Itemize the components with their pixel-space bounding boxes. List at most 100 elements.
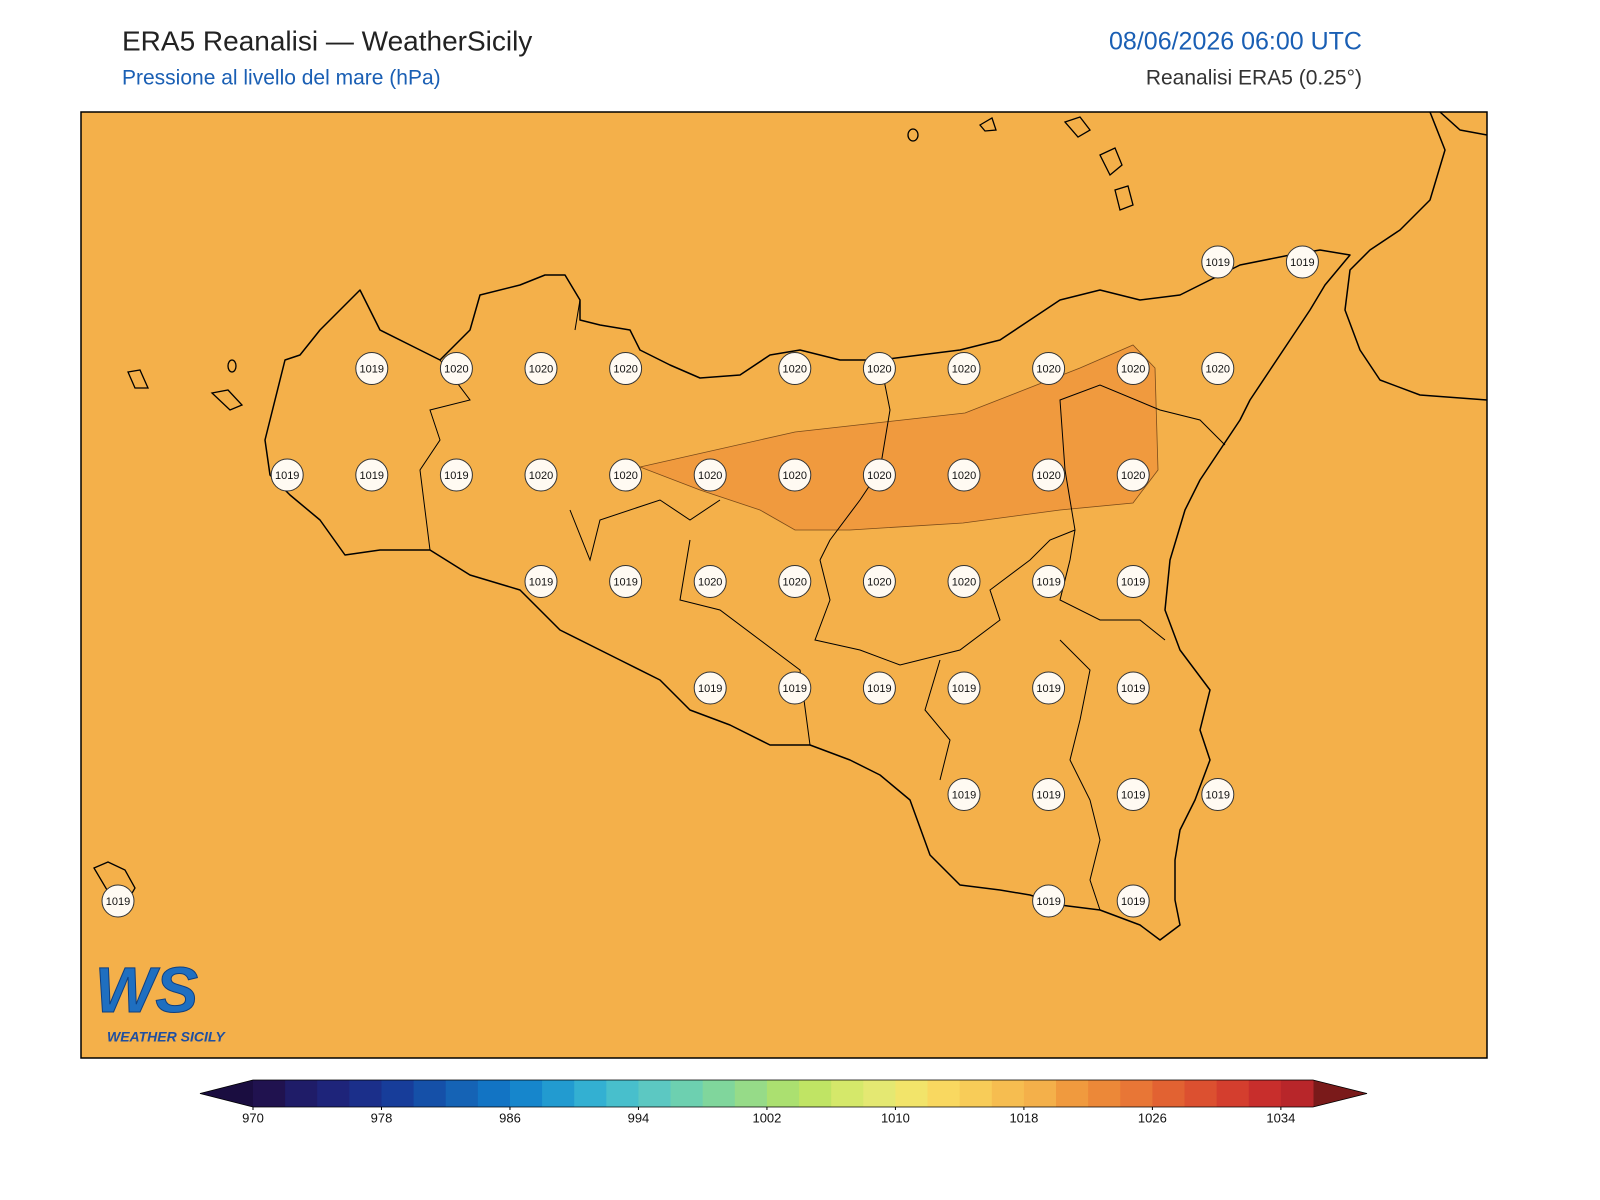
station-value: 1019 [1036, 576, 1060, 588]
station-value: 1019 [360, 363, 384, 375]
colorbar-tick-label: 1018 [1009, 1110, 1038, 1125]
station-marker [778, 565, 812, 598]
colorbar-swatch [1120, 1080, 1153, 1107]
colorbar-swatch [477, 1080, 511, 1107]
station-value: 1020 [613, 470, 637, 482]
station-marker [862, 458, 896, 492]
station-marker [862, 352, 896, 385]
station-marker [1032, 565, 1066, 598]
station-value: 1019 [1036, 896, 1060, 908]
colorbar-tick-label: 1010 [881, 1110, 910, 1125]
islands [93, 116, 1134, 901]
station-value: 1020 [444, 363, 468, 375]
coastline [264, 249, 1351, 941]
colorbar: 970 978 986 994 1002 1010 1018 1026 1034 [199, 1079, 1368, 1125]
colorbar-swatch [509, 1080, 543, 1107]
station-value: 1019 [1290, 257, 1314, 269]
station-marker [524, 458, 558, 492]
colorbar-swatch [991, 1080, 1025, 1107]
colorbar-swatch [831, 1080, 864, 1107]
station-marker [439, 352, 473, 385]
logo-mark: WS [95, 954, 198, 1026]
station-value: 1019 [613, 576, 637, 588]
colorbar-tick-label: 1002 [752, 1110, 781, 1125]
colorbar-swatch [606, 1080, 639, 1107]
colorbar-outline [199, 1079, 1368, 1108]
station-marker [1201, 245, 1235, 279]
logo-name: WEATHER SICILY [107, 1029, 226, 1045]
station-marker [1201, 778, 1235, 811]
station-value: 1019 [1121, 896, 1145, 908]
source: Reanalisi ERA5 (0.25°) [1146, 67, 1362, 90]
station-marker [355, 352, 389, 385]
colorbar-swatch [734, 1080, 768, 1107]
colorbar-swatch [638, 1080, 672, 1107]
station-marker [609, 565, 643, 598]
station-marker [947, 458, 981, 492]
colorbar-tick-label: 1026 [1138, 1110, 1167, 1125]
colorbar-swatch [895, 1080, 929, 1107]
station-marker [1116, 565, 1150, 598]
station-marker [1032, 884, 1066, 918]
station-marker [947, 671, 981, 705]
station-value: 1019 [867, 683, 891, 695]
station-value: 1020 [867, 576, 891, 588]
station-value: 1020 [698, 470, 722, 482]
station-value: 1019 [1206, 789, 1230, 801]
station-marker [609, 352, 643, 385]
station-value: 1019 [1121, 576, 1145, 588]
station-value: 1019 [698, 683, 722, 695]
station-marker [1032, 352, 1066, 385]
station-value: 1020 [698, 576, 722, 588]
colorbar-swatch [445, 1080, 479, 1107]
station-marker [609, 458, 643, 492]
datetime: 08/06/2026 06:00 UTC [1109, 28, 1362, 56]
station-value: 1019 [783, 683, 807, 695]
station-value: 1020 [952, 576, 976, 588]
station-value: 1020 [952, 470, 976, 482]
colorbar-swatch [959, 1080, 993, 1107]
station-marker [862, 671, 896, 705]
colorbar-swatch [413, 1080, 447, 1107]
station-value: 1020 [613, 363, 637, 375]
station-marker [1032, 671, 1066, 705]
colorbar-swatch [1088, 1080, 1121, 1107]
station-marker [947, 352, 981, 385]
station-value: 1019 [106, 896, 130, 908]
station-marker [947, 778, 981, 811]
station-marker [778, 671, 812, 705]
station-value: 1020 [783, 470, 807, 482]
station-marker [1285, 245, 1319, 279]
station-value: 1019 [1121, 789, 1145, 801]
station-marker [862, 565, 896, 598]
station-value: 1020 [529, 363, 553, 375]
map-frame [80, 111, 1488, 1059]
colorbar-tick-label: 986 [499, 1110, 521, 1125]
station-value: 1019 [275, 470, 299, 482]
colorbar-tick-label: 970 [242, 1110, 264, 1125]
colorbar-tick-label: 994 [628, 1110, 650, 1125]
calabria-coast [1344, 111, 1488, 401]
station-marker [778, 458, 812, 492]
colorbar-swatch [574, 1080, 607, 1107]
station-marker [524, 352, 558, 385]
station-value: 1019 [529, 576, 553, 588]
station-value: 1019 [952, 683, 976, 695]
station-value: 1019 [1206, 257, 1230, 269]
station-marker [947, 565, 981, 598]
station-marker [778, 352, 812, 385]
colorbar-swatch [702, 1080, 736, 1107]
station-marker [101, 884, 135, 918]
colorbar-swatch [349, 1080, 382, 1107]
station-marker [1032, 778, 1066, 811]
colorbar-tick-label: 1034 [1266, 1110, 1295, 1125]
pressure-contour [638, 344, 1159, 531]
station-marker [1201, 352, 1235, 385]
colorbar-swatch [317, 1080, 350, 1107]
colorbar-under [200, 1080, 253, 1107]
station-value: 1019 [1036, 789, 1060, 801]
map: 1019 1019 1019 1020 1020 1020 1020 1020 1020 1020… [80, 111, 1488, 1059]
station-value: 1019 [1121, 683, 1145, 695]
